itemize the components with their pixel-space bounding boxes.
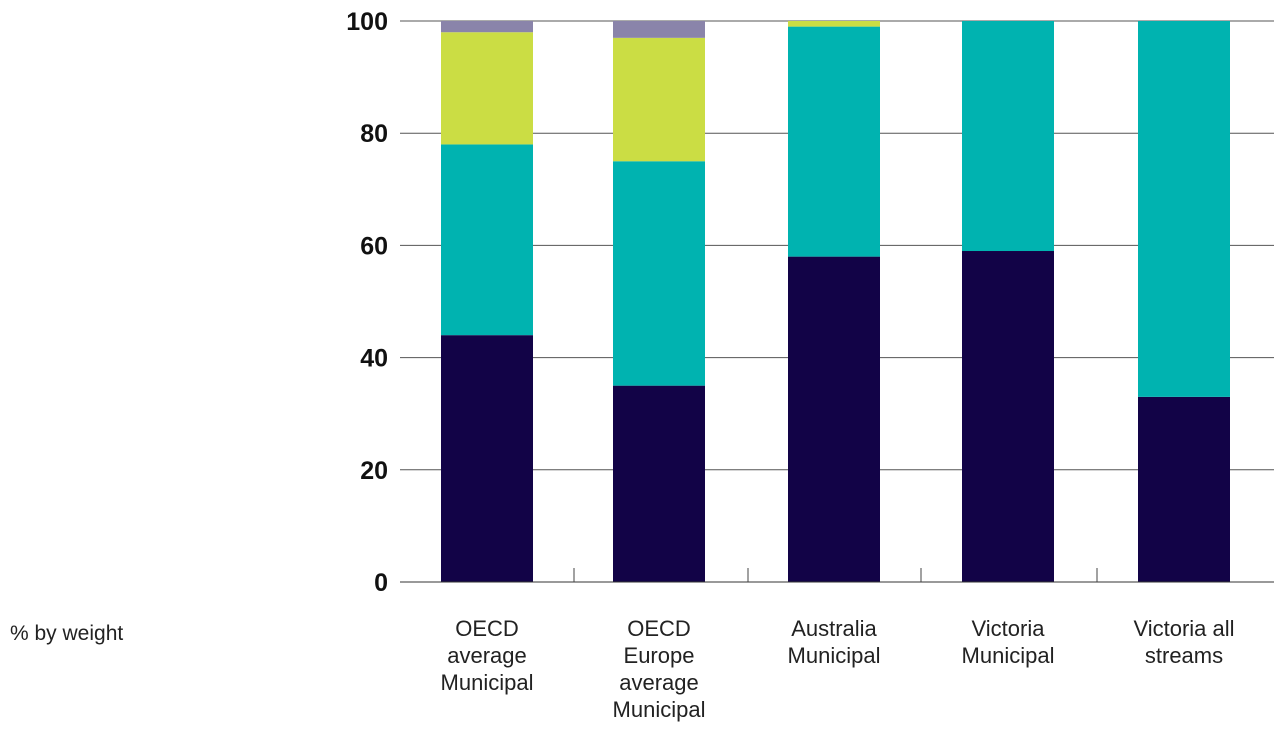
x-tick-label-line: OECD bbox=[455, 616, 519, 641]
y-tick-label: 40 bbox=[360, 345, 388, 373]
bar-segment-2-2 bbox=[613, 161, 705, 386]
x-tick-label: OECD Europe average Municipal bbox=[613, 616, 706, 722]
x-tick-label-line: streams bbox=[1145, 643, 1223, 668]
bar-segment-2-4 bbox=[613, 21, 705, 38]
bar-segment-1-3 bbox=[441, 32, 533, 145]
x-tick-label-line: Municipal bbox=[613, 697, 706, 722]
bar-segment-2-1 bbox=[613, 385, 705, 582]
bar-segment-3-2 bbox=[788, 26, 880, 257]
y-tick-label: 100 bbox=[346, 8, 388, 36]
bar-segment-4-1 bbox=[962, 251, 1054, 582]
x-tick-label-line: OECD bbox=[627, 616, 691, 641]
bar-segment-1-4 bbox=[441, 21, 533, 33]
x-tick-label-line: Victoria bbox=[972, 616, 1046, 641]
bar-segment-5-1 bbox=[1138, 396, 1230, 582]
bar-segment-2-3 bbox=[613, 37, 705, 162]
x-tick-label-line: Municipal bbox=[962, 643, 1055, 668]
x-tick-label: OECD average Municipal bbox=[441, 616, 534, 695]
bar-segment-1-2 bbox=[441, 144, 533, 336]
y-tick-label: 80 bbox=[360, 120, 388, 148]
x-tick-label-line: Victoria all bbox=[1133, 616, 1234, 641]
bars bbox=[441, 21, 1230, 582]
x-tick-label-line: average bbox=[619, 670, 699, 695]
bar-segment-4-2 bbox=[962, 21, 1054, 252]
x-tick-label-line: average bbox=[447, 643, 527, 668]
x-tick-label: Victoria Municipal bbox=[962, 616, 1055, 668]
x-tick-label-line: Australia bbox=[791, 616, 877, 641]
x-tick-label-line: Municipal bbox=[788, 643, 881, 668]
x-tick-label-line: Europe bbox=[624, 643, 695, 668]
x-tick-label: Australia Municipal bbox=[788, 616, 881, 668]
axes bbox=[400, 568, 1274, 583]
bar-segment-1-1 bbox=[441, 335, 533, 582]
y-axis-label: % by weight bbox=[10, 622, 123, 645]
y-tick-label: 60 bbox=[360, 232, 388, 260]
bar-segment-5-2 bbox=[1138, 21, 1230, 397]
x-tick-label: Victoria all streams bbox=[1133, 616, 1234, 668]
y-tick-label: 20 bbox=[360, 457, 388, 485]
bar-segment-3-1 bbox=[788, 256, 880, 582]
x-tick-label-line: Municipal bbox=[441, 670, 534, 695]
y-tick-label: 0 bbox=[374, 569, 388, 597]
bar-segment-3-3 bbox=[788, 21, 880, 27]
